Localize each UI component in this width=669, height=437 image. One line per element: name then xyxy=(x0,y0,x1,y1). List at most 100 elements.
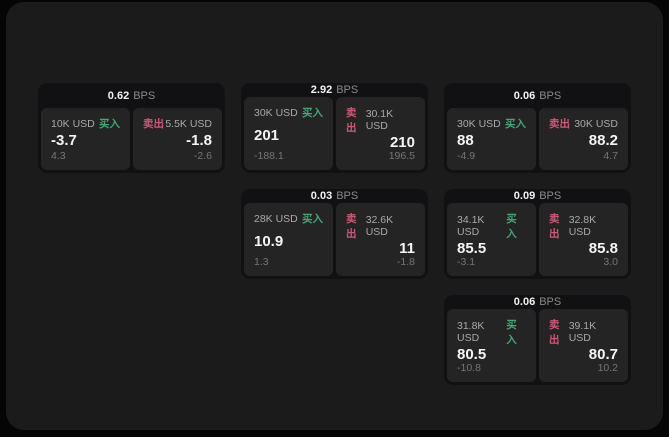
quote-card: 0.03 BPS 28K USD 买入 10.9 1.3 卖出 32.6K US… xyxy=(241,189,428,279)
sell-panel-top: 卖出 32.8K USD xyxy=(549,211,618,241)
buy-panel-top: 31.8K USD 买入 xyxy=(457,317,526,347)
sell-amount: 30K USD xyxy=(574,117,618,130)
buy-panel[interactable]: 28K USD 买入 10.9 1.3 xyxy=(244,203,333,276)
sell-change: 10.2 xyxy=(597,362,618,374)
quote-card: 0.62 BPS 10K USD 买入 -3.7 4.3 卖出 5.5K USD… xyxy=(38,83,225,173)
quote-panels: 31.8K USD 买入 80.5 -10.8 卖出 39.1K USD 80.… xyxy=(447,309,628,382)
sell-side-label: 卖出 xyxy=(143,118,164,130)
buy-price: 88 xyxy=(457,132,474,149)
buy-panel-top: 10K USD 买入 xyxy=(51,116,120,131)
bps-unit-label: BPS xyxy=(133,89,156,102)
bps-value: 0.03 xyxy=(310,190,333,202)
sell-amount: 30.1K USD xyxy=(365,108,394,132)
buy-change: -10.8 xyxy=(457,362,481,374)
card-header: 0.62 BPS xyxy=(41,83,222,108)
sell-change: 196.5 xyxy=(388,150,415,162)
bps-unit-label: BPS xyxy=(539,89,562,102)
buy-panel[interactable]: 10K USD 买入 -3.7 4.3 xyxy=(41,108,130,170)
buy-amount: 31.8K USD xyxy=(457,320,485,344)
sell-panel[interactable]: 卖出 32.8K USD 85.8 3.0 xyxy=(539,203,628,276)
sell-panel[interactable]: 卖出 32.6K USD 11 -1.8 xyxy=(336,203,425,276)
quote-card: 0.09 BPS 34.1K USD 买入 85.5 -3.1 卖出 32.8K… xyxy=(444,189,631,279)
sell-price: 88.2 xyxy=(588,132,618,149)
card-header: 0.03 BPS xyxy=(244,189,425,203)
sell-side-label: 卖出 xyxy=(346,213,357,240)
sell-panel-top: 卖出 32.6K USD xyxy=(346,211,415,241)
quote-grid: 0.62 BPS 10K USD 买入 -3.7 4.3 卖出 5.5K USD… xyxy=(38,83,631,385)
sell-price: 11 xyxy=(399,240,415,257)
card-header: 0.06 BPS xyxy=(447,295,628,309)
buy-side-label: 买入 xyxy=(506,319,517,346)
bps-value: 0.09 xyxy=(513,190,536,202)
card-header: 0.06 BPS xyxy=(447,83,628,108)
sell-change: 4.7 xyxy=(603,150,618,162)
sell-price: 85.8 xyxy=(588,240,618,257)
buy-panel[interactable]: 30K USD 买入 201 -188.1 xyxy=(244,97,333,170)
sell-side-label: 卖出 xyxy=(549,213,560,240)
buy-amount: 34.1K USD xyxy=(457,214,485,238)
sell-price: 80.7 xyxy=(588,346,618,363)
buy-amount: 30K USD xyxy=(254,106,298,119)
buy-side-label: 买入 xyxy=(302,107,323,119)
buy-change: -188.1 xyxy=(254,150,284,162)
buy-panel[interactable]: 34.1K USD 买入 85.5 -3.1 xyxy=(447,203,536,276)
buy-side-label: 买入 xyxy=(505,118,526,130)
quote-card: 2.92 BPS 30K USD 买入 201 -188.1 卖出 30.1K … xyxy=(241,83,428,173)
bps-unit-label: BPS xyxy=(539,190,562,202)
quote-panels: 30K USD 买入 201 -188.1 卖出 30.1K USD 210 1… xyxy=(244,97,425,170)
quote-board: 0.62 BPS 10K USD 买入 -3.7 4.3 卖出 5.5K USD… xyxy=(6,2,663,430)
quote-panels: 28K USD 买入 10.9 1.3 卖出 32.6K USD 11 -1.8 xyxy=(244,203,425,276)
sell-change: 3.0 xyxy=(603,256,618,268)
quote-panels: 30K USD 买入 88 -4.9 卖出 30K USD 88.2 4.7 xyxy=(447,108,628,170)
buy-change: 4.3 xyxy=(51,150,66,162)
sell-panel[interactable]: 卖出 30.1K USD 210 196.5 xyxy=(336,97,425,170)
bps-value: 0.06 xyxy=(513,89,536,102)
buy-panel-top: 28K USD 买入 xyxy=(254,211,323,226)
buy-panel[interactable]: 31.8K USD 买入 80.5 -10.8 xyxy=(447,309,536,382)
card-header: 0.09 BPS xyxy=(447,189,628,203)
buy-price: 85.5 xyxy=(457,240,487,257)
buy-panel-top: 30K USD 买入 xyxy=(457,116,526,131)
sell-amount: 39.1K USD xyxy=(568,320,597,344)
sell-panel[interactable]: 卖出 39.1K USD 80.7 10.2 xyxy=(539,309,628,382)
bps-unit-label: BPS xyxy=(539,296,562,308)
buy-side-label: 买入 xyxy=(506,213,517,240)
sell-side-label: 卖出 xyxy=(346,107,357,134)
bps-unit-label: BPS xyxy=(336,84,359,96)
sell-amount: 32.8K USD xyxy=(568,214,597,238)
sell-panel[interactable]: 卖出 5.5K USD -1.8 -2.6 xyxy=(133,108,222,170)
sell-side-label: 卖出 xyxy=(549,118,570,130)
sell-price: -1.8 xyxy=(186,132,212,149)
buy-price: 10.9 xyxy=(254,232,284,250)
buy-panel-top: 30K USD 买入 xyxy=(254,105,323,120)
quote-card: 0.06 BPS 30K USD 买入 88 -4.9 卖出 30K USD 8… xyxy=(444,83,631,173)
bps-value: 0.62 xyxy=(107,89,130,102)
buy-side-label: 买入 xyxy=(99,118,120,130)
buy-amount: 10K USD xyxy=(51,117,95,130)
sell-change: -2.6 xyxy=(193,150,212,162)
buy-change: -3.1 xyxy=(457,256,476,268)
sell-panel-top: 卖出 39.1K USD xyxy=(549,317,618,347)
sell-panel[interactable]: 卖出 30K USD 88.2 4.7 xyxy=(539,108,628,170)
buy-price: -3.7 xyxy=(51,132,77,149)
sell-panel-top: 卖出 5.5K USD xyxy=(143,116,212,131)
buy-price: 80.5 xyxy=(457,346,487,363)
buy-panel[interactable]: 30K USD 买入 88 -4.9 xyxy=(447,108,536,170)
buy-change: 1.3 xyxy=(254,256,269,268)
buy-panel-top: 34.1K USD 买入 xyxy=(457,211,526,241)
sell-change: -1.8 xyxy=(396,256,415,268)
card-header: 2.92 BPS xyxy=(244,83,425,97)
quote-card: 0.06 BPS 31.8K USD 买入 80.5 -10.8 卖出 39.1… xyxy=(444,295,631,385)
sell-panel-top: 卖出 30.1K USD xyxy=(346,105,415,135)
buy-change: -4.9 xyxy=(457,150,476,162)
bps-unit-label: BPS xyxy=(336,190,359,202)
quote-panels: 10K USD 买入 -3.7 4.3 卖出 5.5K USD -1.8 -2.… xyxy=(41,108,222,170)
sell-price: 210 xyxy=(389,134,415,151)
bps-value: 2.92 xyxy=(310,84,333,96)
bps-value: 0.06 xyxy=(513,296,536,308)
sell-side-label: 卖出 xyxy=(549,319,560,346)
sell-amount: 5.5K USD xyxy=(165,117,212,130)
buy-side-label: 买入 xyxy=(302,213,323,225)
buy-amount: 30K USD xyxy=(457,117,501,130)
quote-panels: 34.1K USD 买入 85.5 -3.1 卖出 32.8K USD 85.8… xyxy=(447,203,628,276)
